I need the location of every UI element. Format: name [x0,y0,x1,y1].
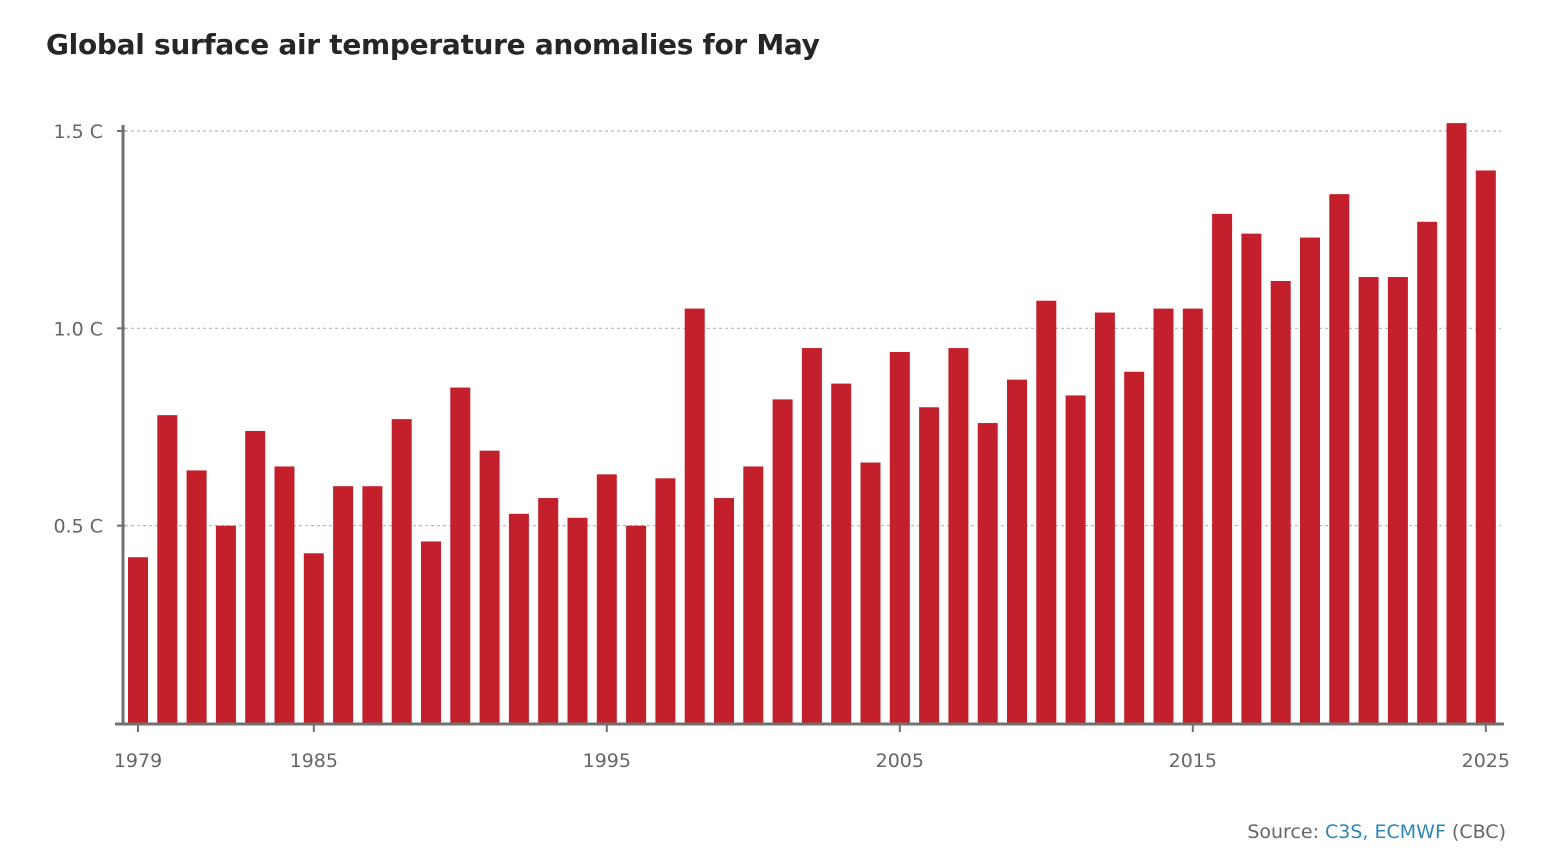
bar [1358,277,1379,723]
bar [1065,395,1086,723]
bar [1300,237,1320,723]
bar [157,415,178,723]
bar [274,466,295,723]
x-tick-label: 1985 [290,750,338,772]
bar [919,407,940,723]
x-tick-label: 1995 [583,750,631,772]
bar [186,470,207,723]
bar [450,387,471,723]
bar [391,419,412,723]
bar [889,352,910,723]
bar [948,348,969,723]
bar [508,513,529,723]
bar [596,474,617,723]
bar [1329,194,1350,723]
x-tick-label: 2015 [1169,750,1217,772]
bar [128,557,148,723]
bar [1094,312,1115,723]
bar [714,498,734,723]
tick-labels: 0.5 C 1.0 C 1.5 C 1979 1985 1995 2005 2015 2025 [53,121,1510,772]
bar [1007,379,1027,723]
bars [128,123,1496,724]
bar [1387,277,1408,723]
bar [626,525,647,723]
bar [303,553,324,723]
bar [831,383,852,723]
source-prefix: Source: [1247,821,1326,843]
bar [362,486,383,723]
x-tick-label: 1979 [114,750,162,772]
bar [860,462,881,723]
bar [1182,308,1203,723]
bar [1036,300,1057,723]
y-tick-label: 1.5 C [53,121,103,143]
bar [1270,280,1291,723]
bar [538,498,559,723]
x-tick-label: 2005 [876,750,924,772]
bar [1417,221,1438,724]
bar [743,466,764,723]
bar [1446,123,1467,723]
source-link[interactable]: C3S, ECMWF [1325,821,1446,843]
bar [684,308,705,723]
bar [333,486,354,723]
bar [772,399,793,723]
bar [245,430,266,723]
bar [655,478,676,723]
bar [421,541,441,723]
chart-title: Global surface air temperature anomalies… [46,28,820,61]
y-tick-label: 0.5 C [53,516,103,538]
x-tick-label: 2025 [1462,750,1510,772]
bar [1153,308,1174,723]
bar [1241,233,1262,723]
bar [977,423,998,723]
y-tick-label: 1.0 C [53,318,103,340]
bar [1475,170,1496,723]
bar [567,517,588,723]
bar [479,450,500,723]
axes [115,125,1504,732]
bar [215,525,236,723]
source-credit: Source: C3S, ECMWF (CBC) [1247,821,1506,843]
source-suffix: (CBC) [1445,821,1506,843]
bar [801,348,822,723]
bar [1212,213,1233,723]
bar [1124,371,1145,723]
